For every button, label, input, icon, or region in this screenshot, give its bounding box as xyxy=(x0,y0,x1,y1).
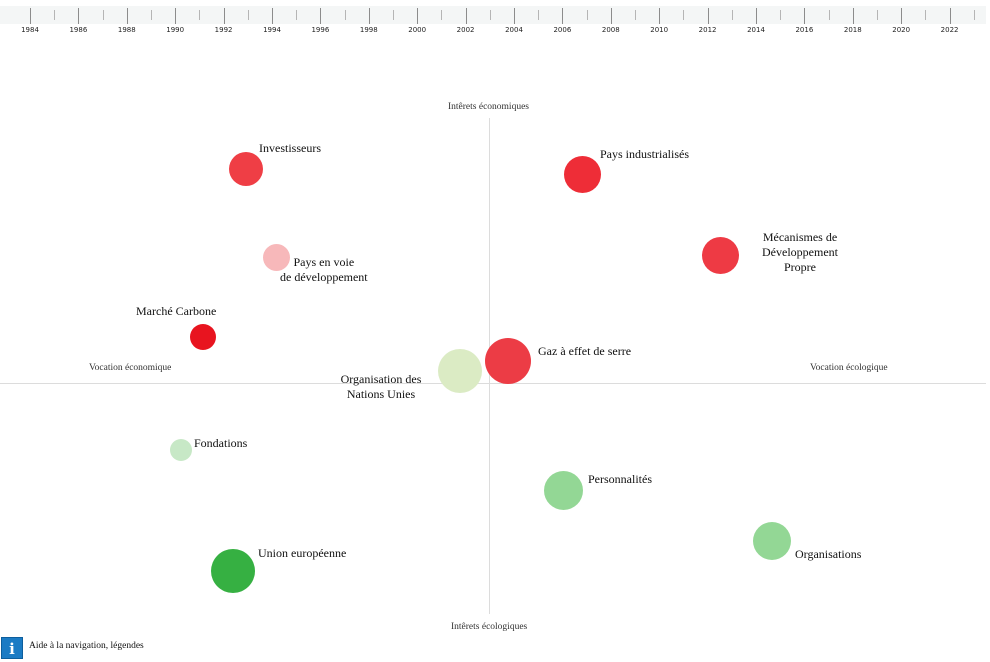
timeline-tick xyxy=(707,8,709,24)
timeline-year-label[interactable]: 1992 xyxy=(214,26,233,34)
timeline-tick xyxy=(223,8,225,24)
timeline-tick-minor xyxy=(586,10,588,20)
node-ges[interactable] xyxy=(485,338,531,384)
timeline-year-label[interactable]: 2004 xyxy=(505,26,523,34)
timeline-tick xyxy=(804,8,806,24)
timeline-tick-minor xyxy=(925,10,927,20)
label-mdp[interactable]: Mécanismes de Développement Propre xyxy=(762,230,838,274)
info-link[interactable]: Aide à la navigation, légendes xyxy=(29,641,144,651)
timeline-year-label[interactable]: 2008 xyxy=(601,26,620,34)
label-ges[interactable]: Gaz à effet de serre xyxy=(538,344,632,358)
timeline-year-label[interactable]: 2014 xyxy=(747,26,765,34)
timeline-bar[interactable] xyxy=(0,6,986,24)
timeline-tick-minor xyxy=(538,10,540,20)
timeline-tick-minor xyxy=(296,10,298,20)
label-union-europeenne[interactable]: Union européenne xyxy=(258,546,347,560)
timeline-tick xyxy=(175,8,177,24)
label-pays-en-voie[interactable]: Pays en voie de développement xyxy=(280,255,368,284)
timeline-tick-minor xyxy=(199,10,201,20)
timeline-tick xyxy=(659,8,661,24)
timeline-year-label[interactable]: 1994 xyxy=(263,26,281,34)
timeline-tick xyxy=(368,8,370,24)
label-marche-carbone[interactable]: Marché Carbone xyxy=(136,304,217,318)
node-investisseurs[interactable] xyxy=(229,152,263,186)
timeline-tick-minor xyxy=(441,10,443,20)
timeline-tick-minor xyxy=(393,10,394,20)
timeline-tick xyxy=(562,8,564,24)
timeline-tick-minor xyxy=(102,10,104,20)
timeline-tick-minor xyxy=(635,10,636,20)
timeline-year-label[interactable]: 1990 xyxy=(166,26,185,34)
axis-label-bottom: Intêrets écologiques xyxy=(451,622,528,632)
node-marche-carbone[interactable] xyxy=(190,324,216,350)
node-union-europeenne[interactable] xyxy=(211,549,255,593)
label-pays-industrialises[interactable]: Pays industrialisés xyxy=(600,147,689,161)
timeline-year-label[interactable]: 1984 xyxy=(21,26,39,34)
label-onu[interactable]: Organisation des Nations Unies xyxy=(340,372,422,401)
timeline-tick xyxy=(78,8,80,24)
timeline-tick xyxy=(126,8,128,24)
horizontal-axis xyxy=(0,383,986,384)
timeline-tick xyxy=(949,8,951,24)
timeline-tick-minor xyxy=(877,10,878,20)
node-fondations[interactable] xyxy=(170,439,192,461)
timeline-tick-minor xyxy=(780,10,782,20)
timeline-tick xyxy=(320,8,322,24)
timeline[interactable]: 1984 1986 1988 1990 1992 1994 1996 1998 2000 2002… xyxy=(0,6,986,38)
axis-label-left: Vocation économique xyxy=(89,363,172,373)
timeline-tick xyxy=(852,8,854,24)
timeline-tick-minor xyxy=(683,10,685,20)
label-investisseurs[interactable]: Investisseurs xyxy=(259,141,321,155)
timeline-tick xyxy=(756,8,757,24)
node-mdp[interactable] xyxy=(702,237,739,274)
timeline-tick-minor xyxy=(489,10,491,20)
timeline-year-label[interactable]: 1996 xyxy=(311,26,330,34)
timeline-year-label[interactable]: 2006 xyxy=(553,26,572,34)
timeline-year-label[interactable]: 1988 xyxy=(117,26,136,34)
timeline-year-label[interactable]: 2010 xyxy=(650,26,669,34)
timeline-tick xyxy=(417,8,419,24)
node-personnalites[interactable] xyxy=(544,471,583,510)
axis-label-right: Vocation écologique xyxy=(810,363,888,373)
timeline-tick xyxy=(901,8,903,24)
timeline-tick xyxy=(514,8,515,24)
timeline-tick xyxy=(465,8,467,24)
timeline-tick-minor xyxy=(151,10,152,20)
timeline-year-label[interactable]: 2018 xyxy=(843,26,862,34)
timeline-tick-minor xyxy=(973,10,975,20)
timeline-year-label[interactable]: 2020 xyxy=(892,26,911,34)
node-organisations[interactable] xyxy=(753,522,791,560)
timeline-tick xyxy=(610,8,612,24)
timeline-year-label[interactable]: 2016 xyxy=(795,26,814,34)
node-onu[interactable] xyxy=(438,349,482,393)
label-organisations[interactable]: Organisations xyxy=(795,547,862,561)
timeline-year-label[interactable]: 2022 xyxy=(940,26,959,34)
timeline-year-label[interactable]: 2002 xyxy=(456,26,475,34)
timeline-year-label[interactable]: 1986 xyxy=(69,26,88,34)
node-pays-en-voie[interactable] xyxy=(263,244,290,271)
timeline-tick-minor xyxy=(731,10,733,20)
label-personnalites[interactable]: Personnalités xyxy=(588,472,652,486)
timeline-tick-minor xyxy=(247,10,249,20)
timeline-year-label[interactable]: 2000 xyxy=(408,26,427,34)
timeline-year-label[interactable]: 2012 xyxy=(698,26,717,34)
timeline-tick-minor xyxy=(344,10,346,20)
timeline-tick xyxy=(272,8,273,24)
axis-label-top: Intêrets économiques xyxy=(448,102,529,112)
timeline-tick-minor xyxy=(54,10,56,20)
timeline-tick-minor xyxy=(828,10,830,20)
node-pays-industrialises[interactable] xyxy=(564,156,601,193)
info-icon[interactable]: i xyxy=(1,637,23,659)
timeline-tick xyxy=(30,8,31,24)
label-fondations[interactable]: Fondations xyxy=(194,436,248,450)
timeline-year-label[interactable]: 1998 xyxy=(359,26,378,34)
